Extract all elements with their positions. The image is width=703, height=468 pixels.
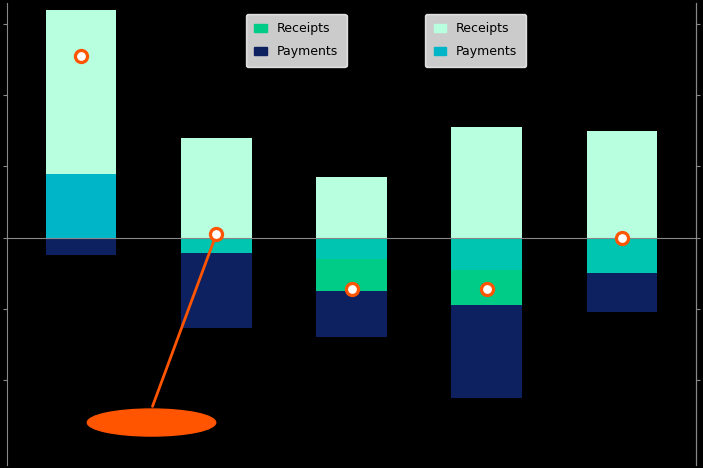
Point [346,285,357,292]
Bar [46,10,117,174]
Bar [316,291,387,337]
Bar [46,238,117,256]
Ellipse shape [87,409,216,436]
Bar [181,138,252,238]
Point [346,285,357,292]
Point [211,230,222,238]
Bar [586,131,657,238]
Bar [46,174,117,238]
Bar [181,253,252,328]
Bar [451,305,522,398]
Bar [181,238,252,253]
Bar [451,238,522,270]
Point [76,52,87,60]
Point [76,52,87,60]
Point [481,285,492,292]
Bar [316,177,387,238]
Point [616,234,627,241]
Point [211,230,222,238]
Point [616,234,627,241]
Legend: Receipts, Payments: Receipts, Payments [425,14,526,67]
Bar [316,259,387,291]
Bar [586,238,657,273]
Bar [316,238,387,259]
Bar [586,273,657,312]
Bar [451,127,522,238]
Bar [451,270,522,305]
Point [481,285,492,292]
